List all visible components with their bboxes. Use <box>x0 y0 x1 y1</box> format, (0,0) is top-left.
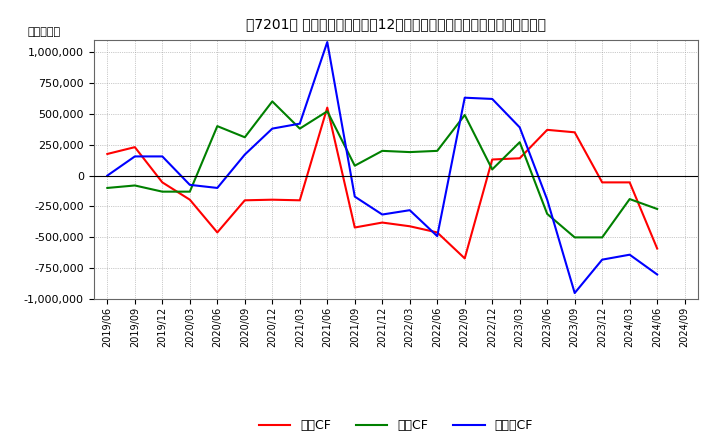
投資CF <box>158 189 166 194</box>
営業CF <box>543 127 552 132</box>
投資CF <box>213 124 222 129</box>
投資CF <box>488 167 497 172</box>
投資CF <box>598 235 606 240</box>
営業CF <box>130 144 139 150</box>
Line: 営業CF: 営業CF <box>107 108 657 258</box>
投資CF <box>516 139 524 145</box>
フリーCF <box>626 252 634 257</box>
営業CF <box>570 130 579 135</box>
フリーCF <box>598 257 606 262</box>
フリーCF <box>268 126 276 131</box>
フリーCF <box>488 96 497 102</box>
投資CF <box>351 163 359 169</box>
投資CF <box>186 189 194 194</box>
フリーCF <box>158 154 166 159</box>
Line: フリーCF: フリーCF <box>107 42 657 293</box>
フリーCF <box>543 197 552 202</box>
フリーCF <box>213 185 222 191</box>
営業CF <box>323 105 332 110</box>
フリーCF <box>433 234 441 239</box>
フリーCF <box>295 121 304 126</box>
投資CF <box>323 109 332 114</box>
Text: （百万円）: （百万円） <box>27 27 60 37</box>
投資CF <box>240 135 249 140</box>
投資CF <box>295 126 304 131</box>
営業CF <box>460 256 469 261</box>
フリーCF <box>378 212 387 217</box>
フリーCF <box>186 182 194 187</box>
投資CF <box>130 183 139 188</box>
営業CF <box>213 230 222 235</box>
営業CF <box>158 180 166 185</box>
営業CF <box>488 157 497 162</box>
Line: 投資CF: 投資CF <box>107 101 657 238</box>
フリーCF <box>405 208 414 213</box>
Legend: 営業CF, 投資CF, フリーCF: 営業CF, 投資CF, フリーCF <box>254 414 538 437</box>
投資CF <box>653 206 662 212</box>
投資CF <box>460 112 469 117</box>
営業CF <box>653 246 662 251</box>
営業CF <box>240 198 249 203</box>
フリーCF <box>103 173 112 178</box>
フリーCF <box>240 152 249 157</box>
営業CF <box>268 197 276 202</box>
営業CF <box>378 220 387 225</box>
営業CF <box>295 198 304 203</box>
営業CF <box>598 180 606 185</box>
フリーCF <box>460 95 469 100</box>
Title: ［7201］ キャッシュフローの12か月移動合計の対前年同期増減額の推移: ［7201］ キャッシュフローの12か月移動合計の対前年同期増減額の推移 <box>246 18 546 32</box>
営業CF <box>516 156 524 161</box>
フリーCF <box>130 154 139 159</box>
投資CF <box>103 185 112 191</box>
投資CF <box>378 148 387 154</box>
フリーCF <box>570 290 579 296</box>
投資CF <box>570 235 579 240</box>
営業CF <box>103 151 112 157</box>
フリーCF <box>351 194 359 199</box>
投資CF <box>626 196 634 202</box>
営業CF <box>405 224 414 229</box>
フリーCF <box>653 272 662 277</box>
営業CF <box>351 225 359 230</box>
投資CF <box>543 211 552 216</box>
フリーCF <box>323 40 332 45</box>
フリーCF <box>516 125 524 130</box>
営業CF <box>626 180 634 185</box>
投資CF <box>405 150 414 155</box>
投資CF <box>433 148 441 154</box>
投資CF <box>268 99 276 104</box>
営業CF <box>186 197 194 202</box>
営業CF <box>433 230 441 235</box>
